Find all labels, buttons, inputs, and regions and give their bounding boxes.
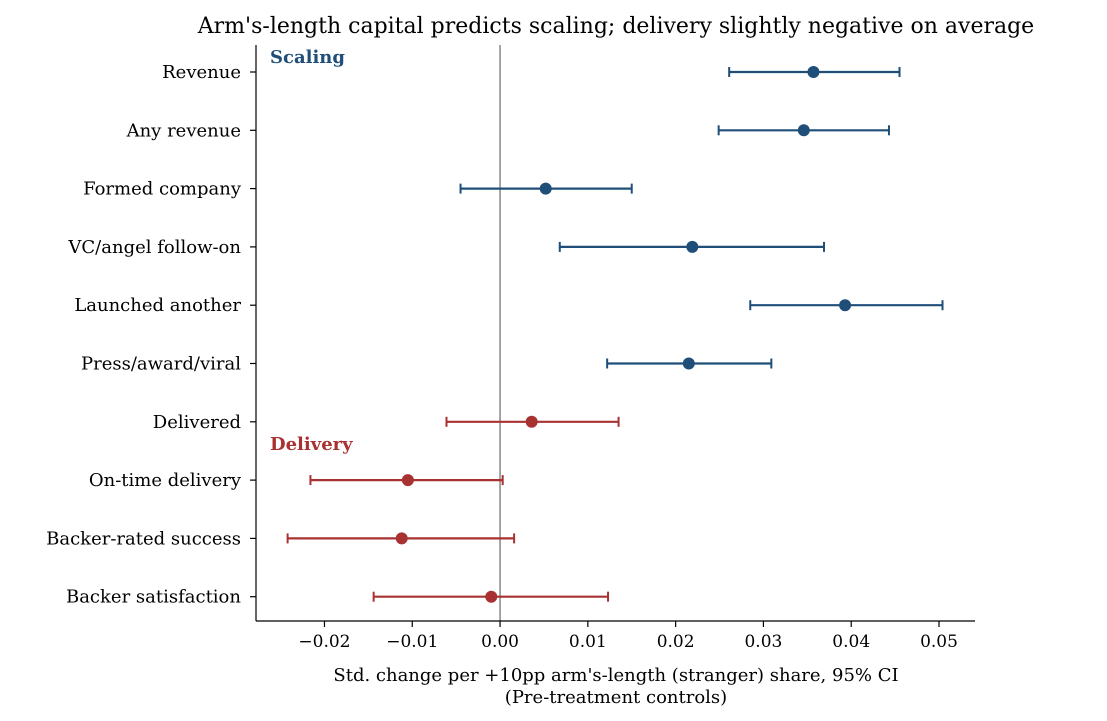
point-estimate [539,182,552,195]
plot-area: −0.02 −0.01 0.00 0.01 0.02 0.03 0.04 0.05 Revenu… [46,45,975,652]
group-label-scaling: Scaling [270,47,345,68]
x-tick-label: 0.05 [920,632,958,652]
point-estimate [401,474,414,487]
x-tick-label: −0.02 [298,632,350,652]
y-tick-label: Backer satisfaction [66,587,241,608]
y-tick-label: Press/award/viral [81,354,241,375]
point-estimate [525,415,538,428]
x-tick-label: 0.03 [744,632,782,652]
y-tick-label: Revenue [162,62,241,83]
x-tick-label: 0.04 [832,632,870,652]
point-estimate [797,124,810,137]
x-axis-sublabel: (Pre-treatment controls) [505,687,727,708]
chart-title: Arm's-length capital predicts scaling; d… [197,14,1034,39]
y-tick-label: Formed company [83,179,242,200]
x-tick-label: −0.01 [386,632,438,652]
x-axis-label: Std. change per +10pp arm's-length (stra… [333,665,898,686]
y-tick-label: VC/angel follow-on [67,237,241,258]
point-estimate [485,590,498,603]
y-tick-label: Backer-rated success [46,528,241,549]
point-estimate [682,357,695,370]
y-tick-label: Any revenue [126,120,241,141]
point-estimate [839,299,852,312]
x-tick-label: 0.01 [569,632,607,652]
y-tick-label: Delivered [153,412,241,433]
group-label-delivery: Delivery [270,434,353,455]
point-estimate [686,240,699,253]
x-tick-label: 0.00 [481,632,519,652]
x-tick-label: 0.02 [657,632,695,652]
point-estimate [395,532,408,545]
y-tick-label: Launched another [74,295,241,316]
y-tick-label: On-time delivery [89,470,242,491]
point-estimate [807,66,820,78]
